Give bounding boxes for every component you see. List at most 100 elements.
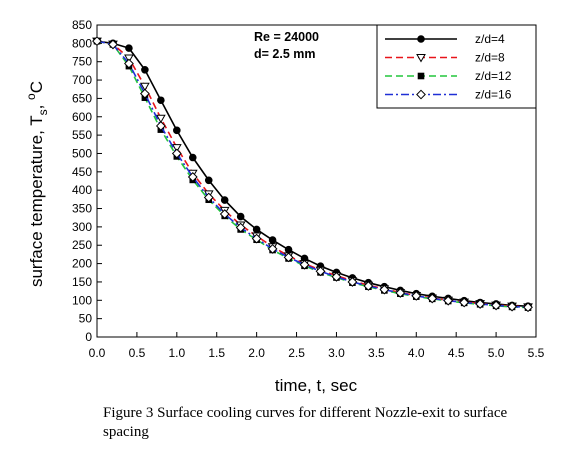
data-point xyxy=(331,271,342,282)
data-point xyxy=(140,82,150,92)
data-point xyxy=(124,54,134,64)
y-tick-label: 800 xyxy=(72,36,92,50)
data-point xyxy=(379,284,390,295)
series-line xyxy=(96,40,529,307)
data-point xyxy=(427,293,438,304)
data-point xyxy=(155,121,166,131)
legend-item: z/d=12 xyxy=(385,69,512,83)
data-point xyxy=(268,236,277,244)
x-tick-label: 0.5 xyxy=(129,346,146,360)
y-tick-label: 600 xyxy=(72,110,92,124)
legend-item: z/d=8 xyxy=(385,51,505,65)
legend-label: z/d=16 xyxy=(475,88,512,102)
legend-label: z/d=8 xyxy=(475,51,505,65)
data-point xyxy=(363,281,374,291)
data-point xyxy=(124,58,134,69)
data-point xyxy=(220,196,229,204)
chart: 0.0 0.5 1.0 1.5 2.0 2.5 3.0 3.5 4.0 4.5 5.0 5.5 0 50 1… xyxy=(24,18,545,395)
data-point xyxy=(417,35,425,43)
data-point xyxy=(155,114,166,124)
y-axis-title-main: surface temperature, T xyxy=(27,115,46,287)
data-point xyxy=(92,36,102,47)
y-axis-title-unit-sup: o xyxy=(24,93,38,100)
data-point xyxy=(139,88,150,99)
y-tick-label: 150 xyxy=(72,275,92,289)
y-tick-label: 350 xyxy=(72,202,92,216)
data-point xyxy=(108,39,118,50)
data-point xyxy=(443,295,454,306)
data-point xyxy=(252,225,261,234)
figure-caption: Figure 3 Surface cooling curves for diff… xyxy=(103,405,508,440)
data-point xyxy=(347,277,358,287)
x-tick-label: 5.5 xyxy=(528,346,545,360)
data-point xyxy=(187,172,198,182)
y-tick-label: 200 xyxy=(72,257,92,271)
x-tick-label: 1.5 xyxy=(208,346,225,360)
y-tick-label: 850 xyxy=(72,18,92,32)
data-point xyxy=(204,176,213,185)
legend-label: z/d=12 xyxy=(475,69,512,83)
data-point xyxy=(203,192,214,203)
data-point xyxy=(491,300,501,311)
data-point xyxy=(173,126,181,135)
data-point xyxy=(157,96,165,105)
x-tick-label: 5.0 xyxy=(488,346,505,360)
x-tick-label: 3.0 xyxy=(328,346,345,360)
data-point xyxy=(395,288,406,298)
x-tick-label: 2.5 xyxy=(288,346,305,360)
x-tick-label: 2.0 xyxy=(248,346,265,360)
data-point xyxy=(417,72,425,80)
y-tick-label: 500 xyxy=(72,146,92,160)
data-point xyxy=(299,259,310,270)
legend-item: z/d=4 xyxy=(385,32,505,46)
legend-label: z/d=4 xyxy=(475,32,505,46)
y-tick-label: 250 xyxy=(72,238,92,252)
data-point xyxy=(171,148,182,159)
data-point xyxy=(459,297,470,308)
data-point xyxy=(507,301,517,312)
data-point xyxy=(315,266,326,277)
data-point xyxy=(141,65,149,74)
x-axis-title: time, t, sec xyxy=(275,376,358,395)
y-axis-title: surface temperature, Ts, oC xyxy=(24,81,50,287)
plot-frame xyxy=(96,24,537,338)
annotation-label: Re = 24000 xyxy=(254,30,319,44)
data-point xyxy=(171,144,182,153)
x-tick-label: 4.0 xyxy=(408,346,425,360)
series-group xyxy=(92,36,533,313)
annotation-label: d= 2.5 mm xyxy=(254,47,316,61)
ticks: 0.0 0.5 1.0 1.5 2.0 2.5 3.0 3.5 4.0 4.5 5.0 5.5 0 50 1… xyxy=(72,18,545,360)
data-point xyxy=(236,212,245,221)
data-point xyxy=(416,89,426,100)
legend-item: z/d=16 xyxy=(385,88,512,102)
y-tick-label: 0 xyxy=(85,330,92,344)
y-tick-label: 300 xyxy=(72,220,92,234)
y-tick-label: 750 xyxy=(72,55,92,69)
y-tick-label: 50 xyxy=(79,312,93,326)
y-tick-label: 650 xyxy=(72,91,92,105)
x-tick-label: 3.5 xyxy=(368,346,385,360)
data-point xyxy=(475,299,486,309)
data-point xyxy=(284,245,293,254)
y-axis-title-separator: , xyxy=(27,100,46,109)
legend: z/d=4 z/d=8 z/d=12 z/d=16 xyxy=(376,24,537,109)
data-point xyxy=(411,290,422,301)
axes xyxy=(96,24,537,338)
y-tick-label: 550 xyxy=(72,128,92,142)
y-tick-label: 100 xyxy=(72,293,92,307)
data-point xyxy=(416,54,426,63)
series-line xyxy=(96,40,529,308)
y-tick-label: 450 xyxy=(72,165,92,179)
data-point xyxy=(188,153,197,162)
annotations: Re = 24000 d= 2.5 mm xyxy=(254,30,319,61)
x-tick-label: 0.0 xyxy=(89,346,106,360)
y-tick-label: 400 xyxy=(72,183,92,197)
data-point xyxy=(251,233,262,244)
data-point xyxy=(267,243,278,254)
x-tick-label: 1.0 xyxy=(168,346,185,360)
data-point xyxy=(125,44,133,52)
series-line xyxy=(96,40,529,309)
data-point xyxy=(235,222,246,233)
x-tick-label: 4.5 xyxy=(448,346,465,360)
data-point xyxy=(523,302,533,313)
